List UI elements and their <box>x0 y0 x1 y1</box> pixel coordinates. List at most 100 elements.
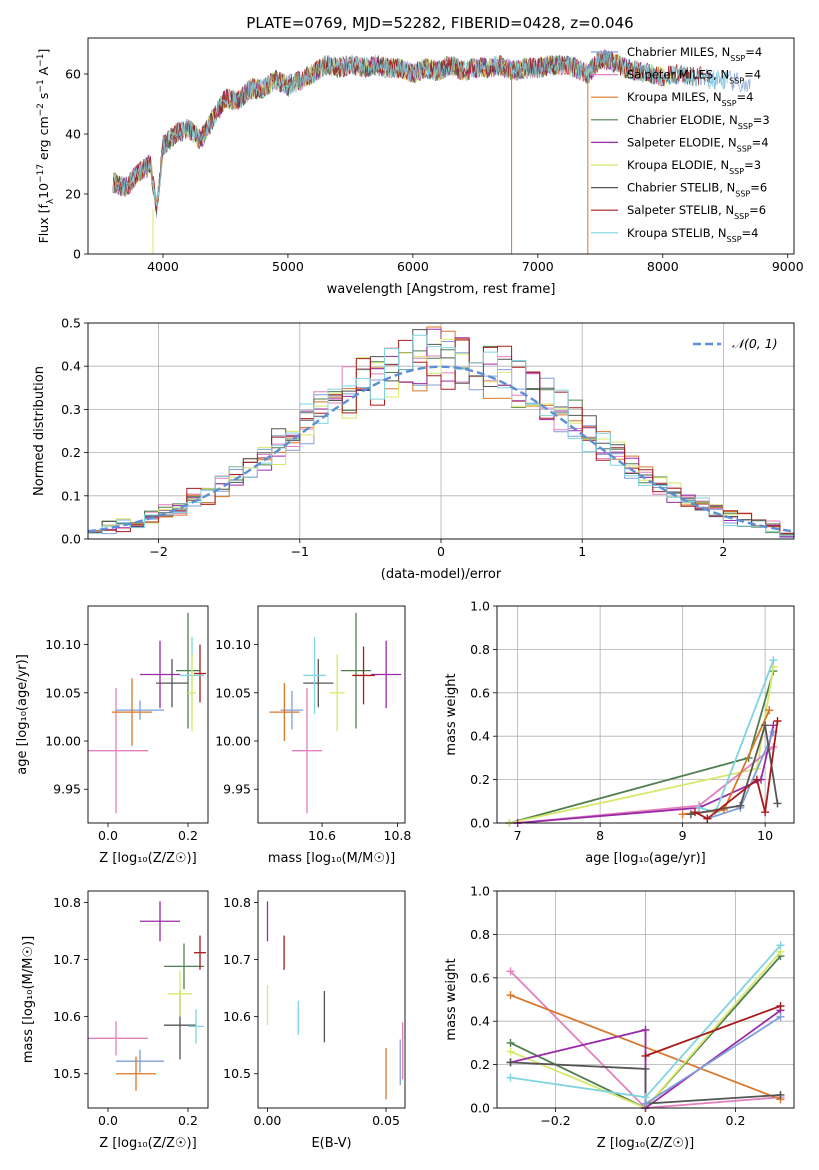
y-tick-label: 10.10 <box>45 637 81 652</box>
mass_vs_Z-frame <box>87 890 209 1109</box>
y-tick-label: 10.05 <box>45 685 81 700</box>
y-tick-label: 0.0 <box>470 816 490 831</box>
age_vs_Z-axes: 0.0 0.2 9.95 10.00 10.05 10.10 Z [log₁₀(Z/Z☉)]… <box>15 637 198 866</box>
y-tick-label: 60 <box>65 67 81 82</box>
y-tick-label: 10.7 <box>53 952 81 967</box>
legend-label-salpeter_miles: Salpeter MILES, NSSP=4 <box>627 68 761 86</box>
weights_vs_Z-ylabel: mass weight <box>444 958 459 1040</box>
mass_vs_ebv-points <box>266 901 404 1100</box>
y-tick-label: 0.2 <box>470 772 490 787</box>
weight-line-kroupa_miles <box>682 709 771 816</box>
y-tick-label: 10.6 <box>53 1009 81 1024</box>
y-tick-label: 10.5 <box>53 1066 81 1081</box>
age_vs_mass-points <box>269 612 402 814</box>
normal-reference-curve <box>88 365 794 533</box>
age_vs_mass-xlabel: mass [log₁₀(M/M☉)] <box>268 851 395 866</box>
mass_vs_Z-points <box>88 901 206 1091</box>
weight-marker-chabrier_stelib <box>686 810 695 819</box>
weights_vs_age-xlabel: age [log₁₀(age/yr)] <box>585 851 706 866</box>
y-tick-label: 40 <box>65 127 81 142</box>
x-tick-label: 10 <box>757 828 773 843</box>
weights_vs_Z-xlabel: Z [log₁₀(Z/Z☉)] <box>597 1136 694 1151</box>
y-tick-label: 10.7 <box>223 952 251 967</box>
x-tick-label: 7 <box>514 828 522 843</box>
x-tick-label: 0.00 <box>254 1113 282 1128</box>
y-tick-label: 0.5 <box>61 316 81 331</box>
x-tick-label: 9 <box>679 828 687 843</box>
weights_vs_age-ylabel: mass weight <box>444 673 459 755</box>
x-tick-label: 8000 <box>647 259 679 274</box>
weights_vs_age-frame <box>496 605 795 824</box>
legend-label-kroupa_elodie: Kroupa ELODIE, NSSP=3 <box>627 158 761 176</box>
age_vs_mass-frame <box>257 605 406 824</box>
weight-marker-kroupa_miles <box>506 991 515 1000</box>
spectrum-axes: 4000 5000 6000 7000 8000 9000 0 20 40 60 wavelengt… <box>65 67 804 298</box>
x-tick-label: 0.0 <box>98 1113 118 1128</box>
y-tick-label: 10.8 <box>53 895 81 910</box>
age_vs_Z-frame <box>87 605 209 824</box>
weight-line-kroupa_elodie <box>509 666 775 824</box>
age_vs_Z-points <box>88 612 206 814</box>
age_vs_Z-ylabel: age [log₁₀(age/yr)] <box>15 654 30 775</box>
mass_vs_ebv-frame <box>257 890 406 1109</box>
residuals-axes: −2 −1 0 1 2 0.0 0.1 0.2 0.3 0.4 0.5 (data-model)/er… <box>32 316 794 582</box>
y-tick-label: 0.0 <box>470 1101 490 1116</box>
legend-label-salpeter_stelib: Salpeter STELIB, NSSP=6 <box>627 203 766 221</box>
weights_vs_Z-axes: −0.2 0.0 0.2 0.0 0.2 0.4 0.6 0.8 1.0 Z [log₁₀(Z/Z… <box>444 884 794 1151</box>
y-tick-label: 0.6 <box>470 970 490 985</box>
x-tick-label: 7000 <box>522 259 554 274</box>
mass_vs_Z-ylabel: mass [log₁₀(M/M☉)] <box>21 936 36 1063</box>
y-tick-label: 0.4 <box>61 359 81 374</box>
y-tick-label: 0 <box>73 247 81 262</box>
histogram-kroupa_stelib <box>88 334 794 536</box>
age_vs_Z-xlabel: Z [log₁₀(Z/Z☉)] <box>99 851 196 866</box>
y-tick-label: 0.4 <box>470 1014 490 1029</box>
weight-marker-kroupa_miles <box>678 810 687 819</box>
spectrum-frame <box>87 37 795 255</box>
x-tick-label: −1 <box>291 544 309 559</box>
x-tick-label: 0 <box>437 544 445 559</box>
weight-marker-salpeter_stelib <box>776 1002 785 1011</box>
x-tick-label: 9000 <box>772 259 804 274</box>
spectrum-xlabel: wavelength [Angstrom, rest frame] <box>327 282 556 297</box>
weight-marker-chabrier_miles <box>776 1012 785 1021</box>
legend-label-chabrier_stelib: Chabrier STELIB, NSSP=6 <box>627 181 767 199</box>
x-tick-label: 10.8 <box>384 828 412 843</box>
weight-marker-chabrier_stelib <box>773 799 782 808</box>
y-tick-label: 10.00 <box>45 734 81 749</box>
x-tick-label: 4000 <box>147 259 179 274</box>
legend-label-salpeter_elodie: Salpeter ELODIE, NSSP=4 <box>627 135 769 153</box>
weight-line-salpeter_elodie <box>517 725 775 824</box>
weight-marker-chabrier_stelib <box>776 1090 785 1099</box>
weight-marker-salpeter_miles <box>506 967 515 976</box>
y-tick-label: 10.6 <box>223 1009 251 1024</box>
spectrum-lines <box>112 48 751 254</box>
legend-label-normal: 𝒩(0, 1) <box>732 336 778 351</box>
weight-marker-salpeter_stelib <box>703 814 712 823</box>
weight-marker-salpeter_stelib <box>773 717 782 726</box>
x-tick-label: 6000 <box>397 259 429 274</box>
y-tick-label: 10.5 <box>223 1066 251 1081</box>
weight-marker-salpeter_elodie <box>641 1025 650 1034</box>
residuals-xlabel: (data-model)/error <box>381 567 502 582</box>
y-tick-label: 0.3 <box>61 402 81 417</box>
weight-marker-chabrier_elodie <box>506 1038 515 1047</box>
weight-marker-kroupa_stelib <box>695 803 704 812</box>
mass_vs_ebv-axes: 0.00 0.05 10.5 10.6 10.7 10.8 E(B-V) <box>223 895 400 1151</box>
y-tick-label: 0.0 <box>61 532 81 547</box>
weight-marker-chabrier_stelib <box>506 1058 515 1067</box>
weights_vs_age-lines <box>505 656 782 827</box>
x-tick-label: 5000 <box>272 259 304 274</box>
residuals-frame <box>87 322 795 540</box>
spectrum-ylabel: Flux [fλ10−17 erg cm−2 s−1 A−1] <box>36 49 56 244</box>
spectrum-legend: Chabrier MILES, NSSP=4 Salpeter MILES, NS… <box>591 45 770 243</box>
x-tick-label: 0.0 <box>98 828 118 843</box>
weight-line-salpeter_stelib <box>645 1005 781 1057</box>
residual-histograms <box>88 326 794 538</box>
y-tick-label: 9.95 <box>53 782 81 797</box>
mass_vs_Z-axes: 0.0 0.2 10.5 10.6 10.7 10.8 Z [log₁₀(Z/Z☉)] mas… <box>21 895 198 1151</box>
y-tick-label: 20 <box>65 187 81 202</box>
weight-marker-chabrier_miles <box>641 1099 650 1108</box>
weight-line-chabrier_miles <box>645 1016 781 1105</box>
x-tick-label: −0.2 <box>540 1113 570 1128</box>
